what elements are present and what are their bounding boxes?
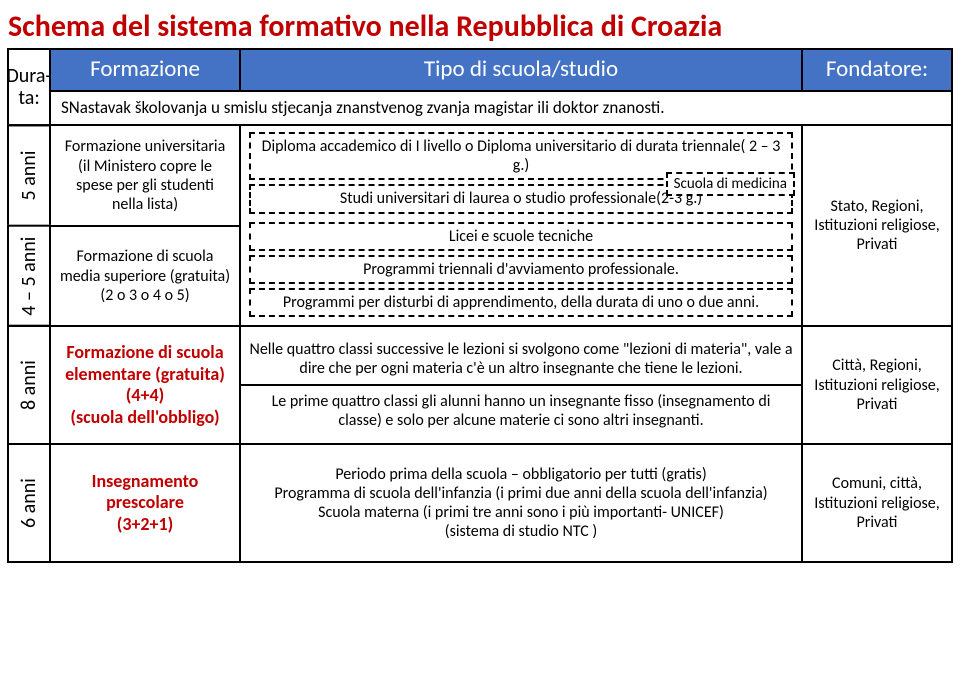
form-universitaria: Formazione universitaria (il Ministero c… [49, 124, 241, 227]
header-formazione: Formazione [49, 48, 241, 92]
prescolare-ntc: (sistema di studio NTC ) [249, 522, 793, 541]
header-tipo: Tipo di scuola/studio [239, 48, 803, 92]
programmi-triennali: Programmi triennali d'avviamento profess… [249, 255, 793, 284]
elementare-upper: Nelle quattro classi successive le lezio… [249, 340, 793, 378]
prescolare-materna: Scuola materna (i primi tre anni sono i … [249, 503, 793, 522]
form-media-superiore: Formazione di scuola media superiore (gr… [49, 225, 241, 327]
dur-6anni: 6 anni [7, 443, 51, 563]
fond-stato: Stato, Regioni, Istituzioni religiose, P… [801, 124, 953, 327]
header-fondatore: Fondatore: [801, 48, 953, 92]
form-elementare-b: (4+4) [59, 385, 231, 407]
dur-45anni: 4 – 5 anni [7, 225, 51, 327]
licei-tecniche: Licei e scuole tecniche [249, 222, 793, 251]
form-elementare: Formazione di scuola elementare (gratuit… [49, 325, 241, 445]
dur-5anni: 5 anni [7, 124, 51, 227]
dur-8anni: 8 anni [7, 325, 51, 445]
prescolare-infanzia: Programma di scuola dell'infanzia (i pri… [249, 484, 793, 503]
programmi-disturbi: Programmi per disturbi di apprendimento,… [249, 288, 793, 317]
prescolare-periodo: Periodo prima della scuola – obbligatori… [249, 465, 793, 484]
form-prescolare: Insegnamento prescolare (3+2+1) [49, 443, 241, 563]
page-title: Schema del sistema formativo nella Repub… [8, 8, 952, 45]
form-elementare-c: (scuola dell'obbligo) [59, 407, 231, 429]
fond-citta: Città, Regioni, Istituzioni religiose, P… [801, 325, 953, 445]
tipo-universitaria: Diploma accademico di I livello o Diplom… [239, 124, 803, 327]
elementare-lower: Le prime quattro classi gli alunni hanno… [249, 392, 793, 430]
tipo-prescolare: Periodo prima della scuola – obbligatori… [239, 443, 803, 563]
continuation-note: SNastavak školovanja u smislu stjecanja … [49, 90, 953, 126]
schema-table: Dura- ta: Formazione Tipo di scuola/stud… [8, 49, 952, 562]
fond-comuni: Comuni, città, Istituzioni religiose, Pr… [801, 443, 953, 563]
form-elementare-a: Formazione di scuola elementare (gratuit… [59, 342, 231, 385]
header-durata: Dura- ta: [7, 48, 51, 126]
scuola-medicina-badge: Scuola di medicina [666, 172, 795, 196]
tipo-elementare: Nelle quattro classi successive le lezio… [239, 325, 803, 445]
form-prescolare-text: Insegnamento prescolare (3+2+1) [59, 471, 231, 536]
